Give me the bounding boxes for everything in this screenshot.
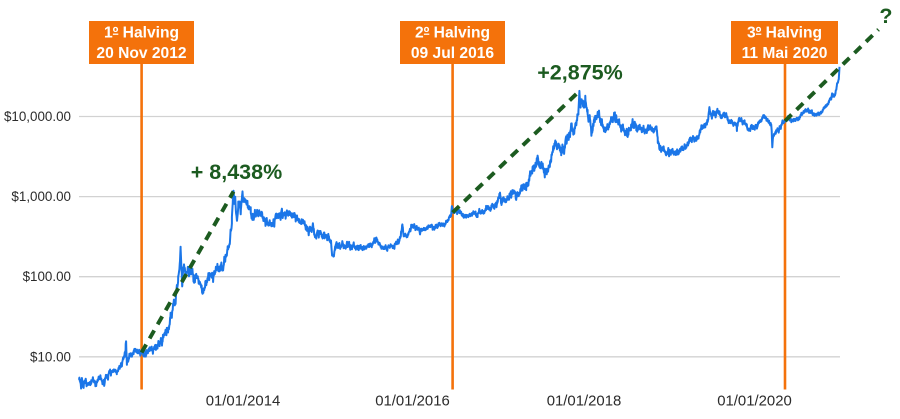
svg-text:01/01/2020: 01/01/2020 xyxy=(717,394,792,410)
svg-text:+2,875%: +2,875% xyxy=(537,61,622,85)
svg-text:11 Mai 2020: 11 Mai 2020 xyxy=(742,45,828,62)
svg-text:$100.00: $100.00 xyxy=(23,269,71,284)
svg-text:?: ? xyxy=(879,4,892,28)
svg-text:$1,000.00: $1,000.00 xyxy=(11,189,71,204)
svg-text:01/01/2018: 01/01/2018 xyxy=(547,394,622,410)
svg-text:1º Halving: 1º Halving xyxy=(104,25,179,42)
svg-text:2º Halving: 2º Halving xyxy=(415,25,490,42)
svg-text:09 Jul 2016: 09 Jul 2016 xyxy=(411,45,495,62)
svg-text:01/01/2014: 01/01/2014 xyxy=(206,394,281,410)
svg-text:+ 8,438%: + 8,438% xyxy=(191,160,282,184)
svg-text:3º Halving: 3º Halving xyxy=(747,25,822,42)
svg-text:$10,000.00: $10,000.00 xyxy=(4,109,71,124)
svg-text:20 Nov 2012: 20 Nov 2012 xyxy=(96,45,186,62)
svg-text:$10.00: $10.00 xyxy=(30,349,71,364)
svg-text:01/01/2016: 01/01/2016 xyxy=(375,394,450,410)
